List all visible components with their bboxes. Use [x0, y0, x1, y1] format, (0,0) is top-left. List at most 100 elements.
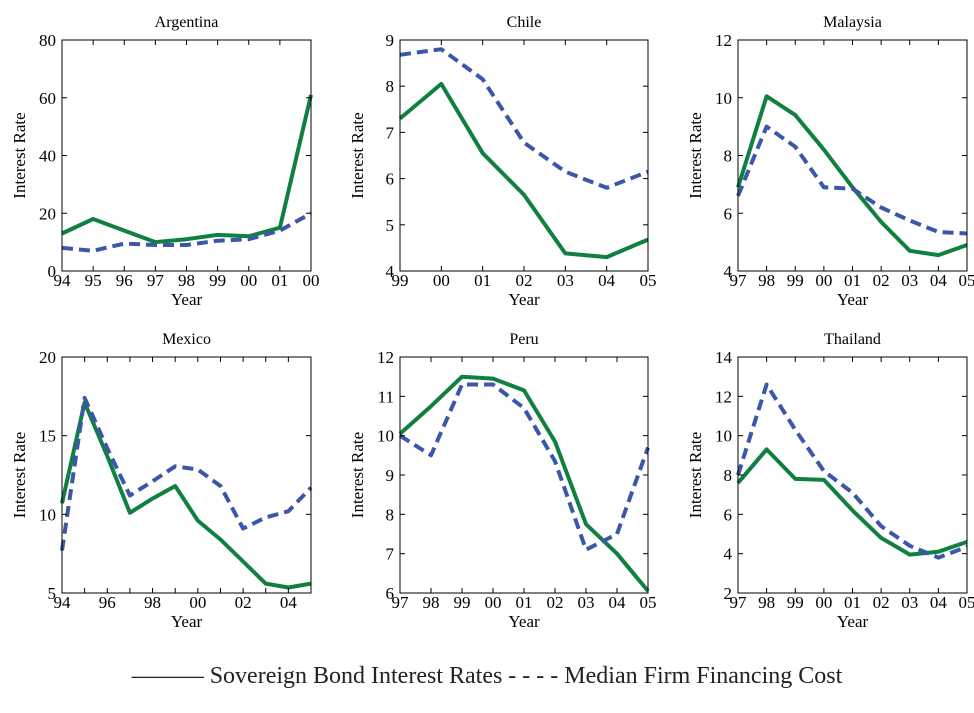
x-tick-label: 02 — [547, 593, 564, 612]
panel-title: Malaysia — [823, 14, 882, 31]
x-tick-label: 99 — [209, 271, 226, 290]
x-tick-label: 01 — [844, 593, 861, 612]
x-tick-label: 99 — [454, 593, 471, 612]
y-axis-label: Interest Rate — [10, 432, 29, 518]
x-tick-label: 99 — [787, 271, 804, 290]
x-tick-label: 02 — [873, 271, 890, 290]
x-tick-label: 03 — [901, 271, 918, 290]
x-tick-label: 04 — [930, 593, 948, 612]
firm-line — [60, 395, 313, 551]
panel-title: Mexico — [162, 331, 211, 348]
y-tick-label: 4 — [386, 262, 395, 281]
x-tick-label: 00 — [189, 593, 206, 612]
x-tick-label: 05 — [959, 593, 974, 612]
plot-frame — [61, 356, 312, 594]
panel-thailand: 2 4 6 8 10 12 14 97 98 99 00 01 02 03 04 05 Thailand Year… — [686, 331, 974, 631]
x-tick-label: 00 — [433, 271, 450, 290]
y-tick-label: 6 — [386, 170, 395, 189]
y-tick-label: 10 — [39, 505, 56, 524]
x-tick-label: 05 — [640, 593, 657, 612]
x-axis-label: Year — [508, 290, 540, 309]
firm-line — [398, 382, 650, 552]
x-tick-label: 01 — [844, 271, 861, 290]
x-tick-label: 01 — [474, 271, 491, 290]
y-tick-label: 11 — [378, 387, 394, 406]
x-tick-label: 98 — [758, 593, 775, 612]
sovereign-line — [61, 94, 313, 245]
y-axis-label: Interest Rate — [348, 112, 367, 198]
y-tick-label: 20 — [39, 348, 56, 367]
y-axis-label: Interest Rate — [348, 432, 367, 518]
x-tick-label: 00 — [240, 271, 257, 290]
x-tick-label: 03 — [901, 593, 918, 612]
plot-frame — [61, 39, 312, 272]
x-tick-label: 02 — [235, 593, 252, 612]
y-tick-label: 8 — [386, 77, 395, 96]
panel-malaysia: 4 6 8 10 12 97 98 99 00 01 02 03 04 05 Malaysia Year Int… — [686, 14, 974, 309]
y-tick-label: 10 — [715, 89, 732, 108]
y-tick-label: 6 — [724, 505, 733, 524]
panel-title: Peru — [509, 331, 538, 348]
y-tick-label: 7 — [386, 123, 395, 142]
y-tick-label: 8 — [386, 505, 395, 524]
figure-legend: ——— Sovereign Bond Interest Rates - - - … — [131, 663, 843, 689]
firm-line — [399, 47, 649, 190]
y-tick-label: 15 — [39, 427, 56, 446]
y-tick-label: 9 — [386, 31, 395, 50]
panel-argentina: 0 20 40 60 80 94 95 96 97 98 99 00 01 00 Argentina Year… — [10, 14, 320, 309]
y-tick-label: 80 — [39, 31, 56, 50]
y-axis-label: Interest Rate — [686, 112, 705, 198]
sovereign-line — [60, 400, 312, 590]
y-tick-label: 8 — [724, 147, 733, 166]
x-tick-label: 98 — [423, 593, 440, 612]
x-tick-label: 99 — [392, 271, 409, 290]
y-tick-label: 6 — [386, 584, 395, 603]
x-tick-label: 04 — [609, 593, 627, 612]
y-tick-label: 10 — [377, 427, 394, 446]
panel-peru: 6 7 8 9 10 11 12 97 98 99 00 01 02 03 04 05 Peru Year Inte… — [348, 331, 657, 631]
y-tick-label: 8 — [724, 466, 733, 485]
y-axis-label: Interest Rate — [10, 112, 29, 198]
plot-frame — [399, 39, 649, 272]
x-tick-label: 97 — [730, 271, 748, 290]
panel-title: Chile — [507, 14, 542, 31]
x-tick-label: 00 — [815, 593, 832, 612]
x-tick-label: 94 — [54, 593, 72, 612]
firm-line — [61, 211, 312, 253]
x-tick-label: 00 — [815, 271, 832, 290]
x-axis-label: Year — [837, 612, 869, 631]
y-tick-label: 20 — [39, 204, 56, 223]
y-tick-label: 6 — [724, 204, 733, 223]
y-tick-label: 5 — [386, 216, 395, 235]
y-tick-label: 12 — [377, 348, 394, 367]
x-tick-label: 94 — [54, 271, 72, 290]
firm-line — [736, 124, 968, 236]
x-tick-label: 00 — [485, 593, 502, 612]
y-tick-label: 60 — [39, 89, 56, 108]
x-tick-label: 02 — [516, 271, 533, 290]
x-tick-label: 01 — [516, 593, 533, 612]
y-tick-label: 9 — [386, 466, 395, 485]
x-tick-label: 95 — [85, 271, 102, 290]
x-tick-label: 97 — [392, 593, 410, 612]
sovereign-line — [398, 374, 650, 593]
sovereign-line — [398, 81, 649, 260]
x-tick-label: 05 — [640, 271, 657, 290]
y-tick-label: 40 — [39, 147, 56, 166]
x-tick-label: 97 — [147, 271, 165, 290]
x-tick-label: 98 — [144, 593, 161, 612]
y-tick-label: 7 — [386, 545, 395, 564]
x-tick-label: 98 — [758, 271, 775, 290]
x-tick-label: 97 — [730, 593, 748, 612]
x-tick-label: 05 — [959, 271, 974, 290]
y-tick-label: 14 — [715, 348, 733, 367]
y-tick-label: 0 — [48, 262, 57, 281]
x-tick-label: 04 — [930, 271, 948, 290]
panel-title: Argentina — [155, 14, 219, 31]
y-tick-label: 4 — [724, 545, 733, 564]
x-axis-label: Year — [171, 612, 203, 631]
panel-mexico: 5 10 15 20 94 96 98 00 02 04 Mexico Year Interest Ra… — [10, 331, 313, 631]
x-tick-label: 03 — [578, 593, 595, 612]
panel-title: Thailand — [824, 331, 881, 348]
